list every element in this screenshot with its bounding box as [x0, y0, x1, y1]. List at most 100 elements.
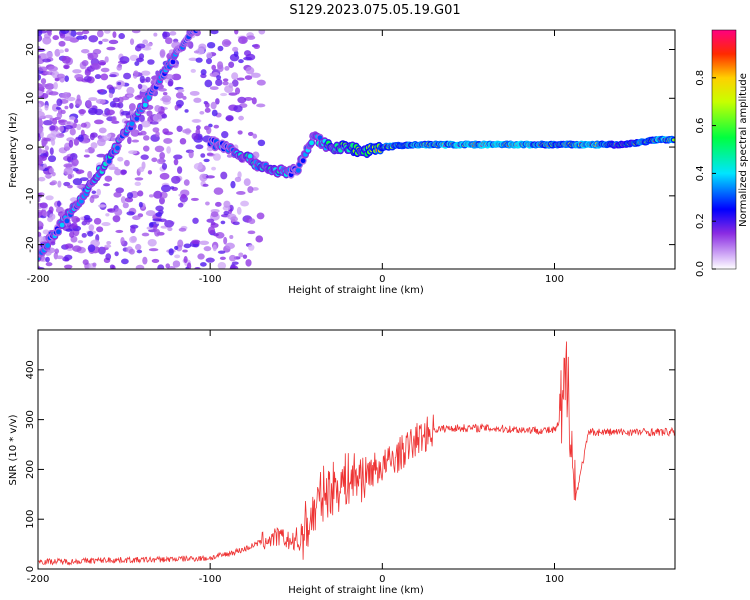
spectrogram-speckle — [207, 226, 216, 235]
spectrogram-speckle — [205, 201, 210, 206]
spectrogram-speckle — [64, 243, 74, 249]
spectrogram-speckle — [48, 206, 54, 214]
spectrogram-speckle — [118, 33, 126, 40]
spectrogram-speckle — [120, 196, 126, 204]
spectrogram-speckle — [57, 180, 62, 188]
spectrogram-speckle — [67, 184, 73, 189]
spectrogram-x-tick-label: 100 — [545, 274, 564, 285]
spectrogram-speckle — [233, 50, 239, 58]
spectrogram-speckle — [54, 48, 61, 57]
spectrogram-speckle — [170, 186, 175, 190]
spectrogram-speckle — [84, 214, 91, 221]
spectrogram-y-axis-label: Frequency (Hz) — [8, 112, 19, 188]
spectrogram-ridge-cell — [196, 30, 198, 31]
spectrogram-speckle — [183, 243, 192, 249]
spectrogram-speckle — [238, 59, 244, 64]
spectrogram-speckle — [59, 32, 66, 39]
colorbar: 0.0 0.2 0.4 0.6 0.8 Normalized spectral ampl… — [695, 29, 749, 277]
spectrogram-ridge-cell — [142, 102, 148, 108]
spectrogram-speckle — [38, 125, 43, 134]
spectrogram-speckle — [121, 258, 129, 265]
spectrogram-speckle — [38, 90, 44, 97]
spectrogram-speckle — [148, 194, 154, 198]
spectrogram-speckle — [126, 211, 135, 216]
spectrogram-speckle — [203, 158, 210, 163]
spectrogram-speckle — [256, 79, 266, 86]
spectrogram-speckle — [107, 208, 113, 212]
spectrogram-speckle — [38, 149, 47, 154]
spectrogram-speckle — [98, 40, 103, 45]
spectrogram-speckle — [251, 187, 259, 191]
spectrogram-speckle — [206, 218, 215, 223]
spectrogram-speckle — [126, 192, 134, 199]
spectrogram-ridge-cell — [300, 158, 306, 164]
spectrogram-speckle — [159, 197, 165, 205]
spectrogram-speckle — [64, 48, 69, 53]
spectrogram-speckle — [120, 236, 125, 245]
spectrogram-speckle — [98, 127, 107, 134]
spectrogram-speckle — [171, 73, 182, 81]
spectrogram-speckle — [45, 262, 53, 267]
spectrogram-speckle — [230, 180, 236, 189]
spectrogram-speckle — [236, 206, 242, 215]
spectrogram-ridge-halo — [196, 30, 201, 31]
spectrogram-speckle — [234, 176, 242, 183]
spectrogram-speckle — [87, 230, 94, 237]
spectrogram-speckle — [68, 116, 76, 121]
spectrogram-speckle — [177, 239, 184, 248]
spectrogram-y-tick-label: -10 — [25, 188, 36, 204]
spectrogram-speckle — [139, 114, 145, 123]
spectrogram-speckle — [234, 30, 239, 35]
spectrogram-speckle — [53, 82, 58, 90]
spectrogram-speckle — [173, 154, 183, 160]
spectrogram-speckle — [243, 56, 253, 61]
spectrogram-speckle — [93, 119, 104, 125]
spectrogram-speckle — [141, 120, 151, 128]
spectrogram-speckle — [162, 128, 169, 135]
spectrogram-speckle — [45, 195, 54, 201]
spectrogram-speckle — [66, 156, 72, 162]
spectrogram-speckle — [120, 110, 131, 116]
spectrogram-speckle — [138, 201, 143, 208]
spectrogram-speckle — [230, 216, 238, 222]
spectrogram-speckle — [104, 30, 111, 34]
spectrogram-speckle — [71, 222, 78, 229]
spectrogram-speckle — [63, 163, 73, 168]
spectrogram-speckle — [51, 103, 59, 112]
spectrogram-speckle — [106, 109, 115, 115]
spectrogram-speckle — [229, 265, 239, 269]
spectrogram-speckle — [76, 35, 85, 40]
spectrogram-speckle — [47, 31, 52, 36]
spectrogram-speckle — [108, 39, 119, 45]
spectrogram-speckle — [113, 191, 122, 198]
spectrogram-speckle — [193, 50, 200, 54]
spectrogram-speckle — [248, 218, 256, 225]
spectrogram-speckle — [217, 45, 224, 52]
spectrogram-speckle — [90, 132, 98, 138]
spectrogram-speckle — [38, 166, 45, 171]
spectrogram-speckle — [177, 202, 184, 208]
spectrogram-speckle — [190, 68, 196, 73]
spectrogram-speckle — [104, 175, 113, 182]
spectrogram-speckle — [250, 72, 261, 78]
spectrogram-speckle — [54, 248, 60, 254]
colorbar-tick-label: 0.0 — [695, 261, 706, 277]
spectrogram-speckle — [54, 77, 60, 82]
spectrogram-speckle — [88, 35, 99, 43]
spectrogram-speckle — [55, 133, 65, 139]
spectrogram-speckle — [145, 76, 151, 83]
spectrogram-speckle — [45, 256, 50, 263]
spectrogram-speckle — [201, 174, 207, 178]
spectrogram-speckle — [101, 38, 109, 43]
spectrogram-speckle — [208, 123, 213, 128]
colorbar-tick-label: 0.8 — [695, 70, 706, 86]
spectrogram-speckle — [151, 157, 158, 163]
spectrogram-speckle — [231, 79, 239, 87]
spectrogram-speckle — [186, 262, 192, 269]
spectrogram-speckle — [126, 86, 135, 95]
spectrogram-speckle — [246, 35, 256, 40]
spectrogram-speckle — [63, 124, 73, 130]
colorbar-gradient — [711, 29, 737, 270]
spectrogram-speckle — [71, 215, 80, 223]
